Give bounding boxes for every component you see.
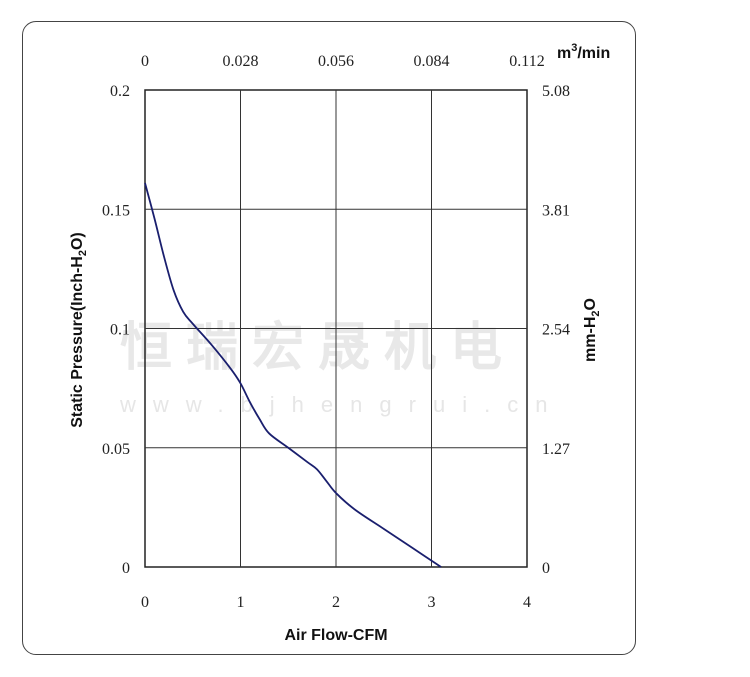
watermark-company: 恒瑞宏晟机电 <box>120 318 516 378</box>
y-tick-label: 0 <box>122 560 130 577</box>
x-tick-label: 3 <box>428 594 436 611</box>
y-tick-label: 0.1 <box>110 322 130 339</box>
svg-text:Static Pressure(Inch-H2O): Static Pressure(Inch-H2O) <box>69 232 89 428</box>
x-top-tick-label: 0.112 <box>509 53 544 70</box>
y-right-tick-label: 5.08 <box>542 83 570 100</box>
y-tick-label: 0.2 <box>110 83 130 100</box>
watermark-url: www.bjhengrui.cn <box>119 392 564 417</box>
fan-curve-chart: 恒瑞宏晟机电 www.bjhengrui.cn 0010.02820.05630… <box>0 0 750 677</box>
x-top-tick-label: 0.084 <box>414 53 450 70</box>
y-right-tick-label: 1.27 <box>542 441 570 458</box>
y-tick-label: 0.15 <box>102 202 130 219</box>
x-tick-label: 4 <box>523 594 531 611</box>
x-top-tick-label: 0.056 <box>318 53 354 70</box>
y-right-tick-label: 3.81 <box>542 202 570 219</box>
x-tick-label: 0 <box>141 594 149 611</box>
x-top-tick-label: 0 <box>141 53 149 70</box>
y-tick-label: 0.05 <box>102 441 130 458</box>
y-axis-title: Static Pressure(Inch-H2O) <box>69 232 89 428</box>
x-top-tick-label: 0.028 <box>223 53 259 70</box>
y-right-tick-label: 0 <box>542 560 550 577</box>
svg-text:mm-H2O: mm-H2O <box>582 298 602 362</box>
x-axis-title: Air Flow-CFM <box>284 627 387 644</box>
right-axis-title: mm-H2O <box>582 298 602 362</box>
x-tick-label: 1 <box>237 594 245 611</box>
y-right-tick-label: 2.54 <box>542 322 570 339</box>
top-axis-title: m3/min <box>557 42 610 62</box>
x-tick-label: 2 <box>332 594 340 611</box>
